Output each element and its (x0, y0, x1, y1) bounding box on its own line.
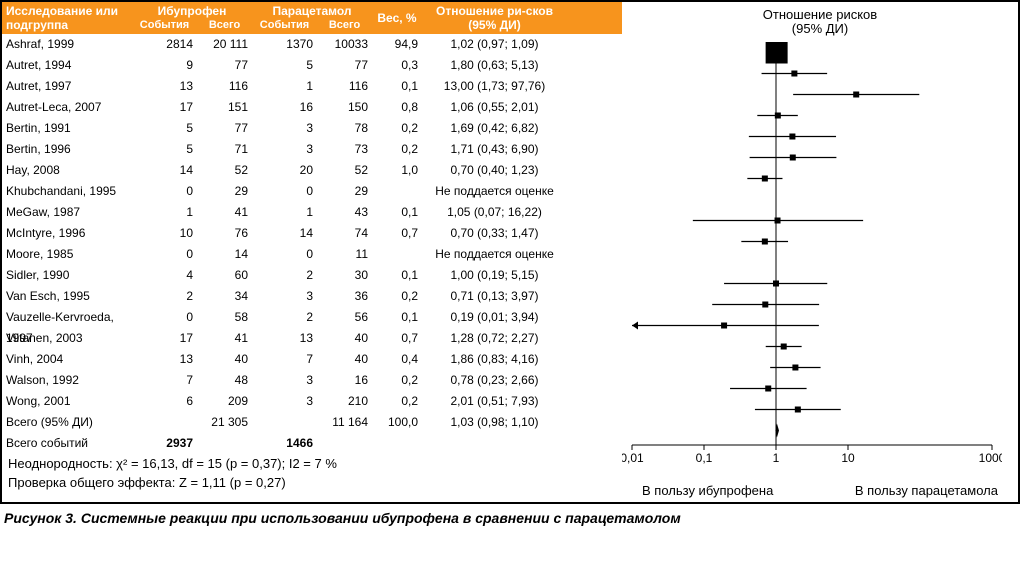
table-row: Vinh, 200413407400,41,86 (0,83; 4,16) (2, 349, 622, 370)
table-row: MeGaw, 19871411430,11,05 (0,07; 16,22) (2, 202, 622, 223)
table-row: Viitanen, 2003174113400,71,28 (0,72; 2,2… (2, 328, 622, 349)
favours-right-label: В пользу парацетамола (855, 483, 998, 498)
figure-caption: Рисунок 3. Системные реакции при использ… (0, 504, 1020, 528)
col-header-total2: Всего (317, 18, 372, 32)
svg-text:1000: 1000 (979, 451, 1002, 465)
table-row: Khubchandani, 1995029029Не поддается оце… (2, 181, 622, 202)
col-header-events1: События (132, 18, 197, 32)
col-header-events2: События (252, 18, 317, 32)
col-header-total1: Всего (197, 18, 252, 32)
totals-row: Всего (95% ДИ) 21 305 11 164 100,0 1,03 … (2, 412, 622, 433)
table-row: Hay, 2008145220521,00,70 (0,40; 1,23) (2, 160, 622, 181)
overall-effect-text: Проверка общего эффекта: Z = 1,11 (p = 0… (2, 473, 622, 492)
total-events-row: Всего событий 2937 1466 (2, 433, 622, 454)
table-row: Walson, 19927483160,20,78 (0,23; 2,66) (2, 370, 622, 391)
svg-text:1: 1 (773, 451, 780, 465)
col-header-rr: Отношение ри-сков (95% ДИ) (422, 2, 567, 34)
table-row: Autret, 19949775770,31,80 (0,63; 5,13) (2, 55, 622, 76)
svg-text:0,1: 0,1 (696, 451, 713, 465)
table-row: Bertin, 19965713730,21,71 (0,43; 6,90) (2, 139, 622, 160)
svg-text:0,01: 0,01 (622, 451, 644, 465)
table-row: Vauzelle-Kervroeda, 19970582560,10,19 (0… (2, 307, 622, 328)
col-header-group1: Ибупрофен (132, 4, 252, 18)
col-header-group2: Парацетамол (252, 4, 372, 18)
table-row: Ashraf, 1999281420 11113701003394,91,02 … (2, 34, 622, 55)
table-row: Autret, 19971311611160,113,00 (1,73; 97,… (2, 76, 622, 97)
svg-text:10: 10 (841, 451, 855, 465)
table-row: McIntyre, 1996107614740,70,70 (0,33; 1,4… (2, 223, 622, 244)
forest-plot-figure: Исследование или подгруппа Ибупрофен Пар… (0, 0, 1020, 504)
forest-plot: Отношение рисков (95% ДИ) 0,01 0,1 1 10 1000… (622, 2, 1018, 502)
col-header-study: Исследование или подгруппа (2, 2, 132, 34)
data-table: Исследование или подгруппа Ибупрофен Пар… (2, 2, 622, 502)
heterogeneity-text: Неоднородность: χ² = 16,13, df = 15 (p =… (2, 454, 622, 473)
favours-left-label: В пользу ибупрофена (642, 483, 773, 498)
table-row: Sidler, 19904602300,11,00 (0,19; 5,15) (2, 265, 622, 286)
col-header-weight: Вес, % (372, 9, 422, 27)
forest-svg: 0,01 0,1 1 10 1000 (622, 42, 1002, 481)
plot-title: Отношение рисков (95% ДИ) (622, 6, 1018, 42)
table-row: Bertin, 19915773780,21,69 (0,42; 6,82) (2, 118, 622, 139)
table-row: Moore, 1985014011Не поддается оценке (2, 244, 622, 265)
table-row: Van Esch, 19952343360,20,71 (0,13; 3,97) (2, 286, 622, 307)
table-row: Autret-Leca, 200717151161500,81,06 (0,55… (2, 97, 622, 118)
table-row: Wong, 2001620932100,22,01 (0,51; 7,93) (2, 391, 622, 412)
